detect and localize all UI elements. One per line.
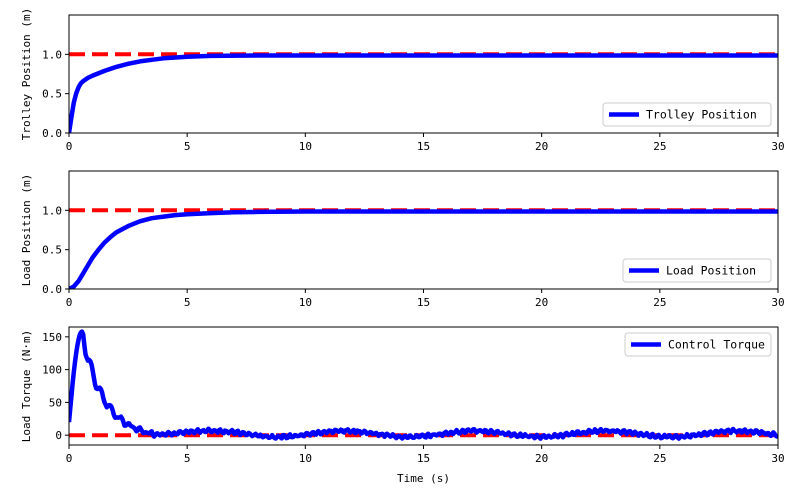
x-axis-label: Time (s) xyxy=(397,472,450,485)
y-axis-label: Load Torque (N·m) xyxy=(20,330,33,443)
legend: Trolley Position xyxy=(602,102,772,127)
x-tick-label: 25 xyxy=(653,296,666,309)
y-tick-label: 0.5 xyxy=(42,88,62,101)
x-tick-label: 10 xyxy=(299,296,312,309)
x-tick-label: 30 xyxy=(771,140,784,153)
x-tick-label: 5 xyxy=(184,140,191,153)
x-tick-label: 25 xyxy=(653,140,666,153)
x-tick-label: 10 xyxy=(299,452,312,465)
legend-label: Load Position xyxy=(666,264,756,278)
load-position-line xyxy=(69,209,778,289)
x-tick-label: 15 xyxy=(417,296,430,309)
y-tick-label: 1.0 xyxy=(42,204,62,217)
x-tick-label: 0 xyxy=(66,452,73,465)
x-tick-label: 15 xyxy=(417,140,430,153)
y-axis-label: Trolley Position (m) xyxy=(20,8,33,140)
y-tick-label: 1.0 xyxy=(42,48,62,61)
y-tick-label: 0.0 xyxy=(42,127,62,140)
legend: Control Torque xyxy=(624,332,772,357)
y-tick-label: 0.0 xyxy=(42,283,62,296)
trolley-position-panel: 0 5 10 15 20 25 30 0.0 0.5 1.0 Trolley Position (m… xyxy=(20,8,785,153)
y-tick-label: 100 xyxy=(42,364,62,377)
x-tick-label: 0 xyxy=(66,296,73,309)
legend-box xyxy=(602,102,772,127)
load-torque-panel: 0 5 10 15 20 25 30 0 50 100 150 Load Torque (N·m) Ti… xyxy=(20,326,785,485)
y-tick-label: 50 xyxy=(49,396,62,409)
legend-label: Control Torque xyxy=(668,338,765,352)
series-group xyxy=(69,52,778,133)
x-tick-label: 20 xyxy=(535,140,548,153)
y-tick-label: 0.5 xyxy=(42,244,62,257)
legend-box xyxy=(624,332,772,357)
control-torque-line xyxy=(69,329,778,441)
legend-label: Trolley Position xyxy=(646,108,757,122)
x-tick-label: 30 xyxy=(771,296,784,309)
series-group xyxy=(69,208,778,289)
series-group xyxy=(69,329,778,441)
legend-box xyxy=(622,258,772,283)
load-position-panel: 0 5 10 15 20 25 30 0.0 0.5 1.0 Load Position (m) Lo… xyxy=(20,170,785,309)
x-tick-label: 5 xyxy=(184,452,191,465)
y-axis-label: Load Position (m) xyxy=(20,174,33,287)
x-tick-label: 10 xyxy=(299,140,312,153)
x-tick-label: 20 xyxy=(535,296,548,309)
x-tick-label: 30 xyxy=(771,452,784,465)
trolley-position-line xyxy=(69,53,778,133)
y-tick-label: 150 xyxy=(42,331,62,344)
x-tick-label: 0 xyxy=(66,140,73,153)
legend: Load Position xyxy=(622,258,772,283)
x-tick-label: 25 xyxy=(653,452,666,465)
x-tick-label: 5 xyxy=(184,296,191,309)
y-tick-label: 0 xyxy=(55,429,62,442)
x-tick-label: 15 xyxy=(417,452,430,465)
x-tick-label: 20 xyxy=(535,452,548,465)
